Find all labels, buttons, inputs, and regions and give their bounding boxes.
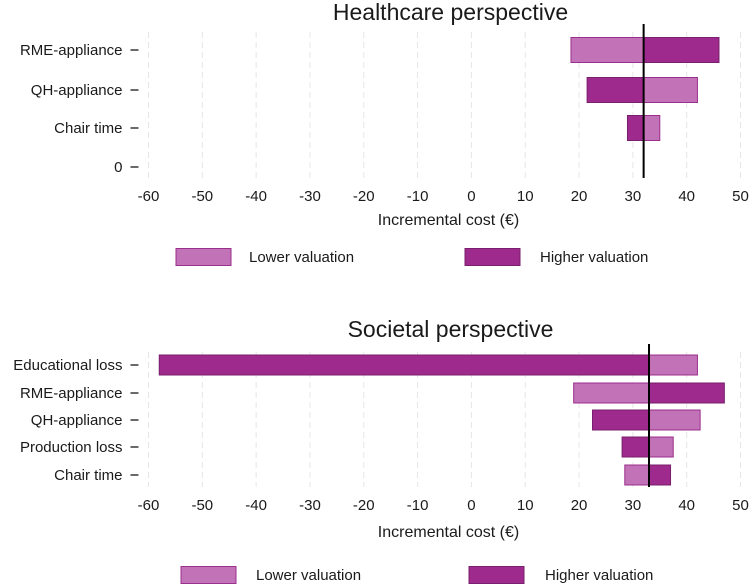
legend-swatch-lower <box>175 248 232 266</box>
bar-lower-valuation <box>624 464 650 486</box>
bar-lower-valuation <box>570 37 645 63</box>
x-tick-label: -60 <box>138 497 160 514</box>
category-label: Chair time <box>54 467 122 484</box>
bar-higher-valuation <box>643 37 720 63</box>
bar-higher-valuation <box>586 77 645 103</box>
bar-lower-valuation <box>643 77 698 103</box>
bar-higher-valuation <box>592 409 650 431</box>
category-label: RME-appliance <box>20 42 123 59</box>
legend-label: Lower valuation <box>256 567 361 584</box>
x-tick-label: 20 <box>571 497 588 514</box>
bar-higher-valuation <box>621 436 650 458</box>
category-label: RME-appliance <box>20 385 123 402</box>
chart-title: Societal perspective <box>348 316 554 342</box>
x-tick-label: 40 <box>678 497 695 514</box>
x-tick-label: 30 <box>625 497 642 514</box>
x-tick-label: -40 <box>245 188 267 205</box>
x-tick-label: -20 <box>353 497 375 514</box>
x-tick-label: -30 <box>299 188 321 205</box>
x-tick-label: 20 <box>571 188 588 205</box>
bar-lower-valuation <box>648 436 674 458</box>
panel-0 <box>130 24 741 266</box>
x-tick-label: -10 <box>407 188 429 205</box>
bar-lower-valuation <box>648 409 701 431</box>
x-tick-label: -40 <box>245 497 267 514</box>
x-axis-label: Incremental cost (€) <box>378 524 519 541</box>
x-tick-label: 10 <box>517 497 534 514</box>
category-label: Production loss <box>20 439 123 456</box>
bar-higher-valuation <box>158 354 650 376</box>
bar-higher-valuation <box>626 115 645 141</box>
x-tick-label: 10 <box>517 188 534 205</box>
x-tick-label: 50 <box>732 188 749 205</box>
x-tick-label: -20 <box>353 188 375 205</box>
x-tick-label: -50 <box>191 188 213 205</box>
legend-swatch-higher <box>468 566 525 584</box>
bar-lower-valuation <box>648 354 698 376</box>
legend-swatch-lower <box>180 566 237 584</box>
legend-label: Higher valuation <box>545 567 653 584</box>
category-label: QH-appliance <box>31 82 123 99</box>
x-tick-label: 30 <box>625 188 642 205</box>
chart-title: Healthcare perspective <box>333 0 568 25</box>
category-label: 0 <box>114 159 122 176</box>
legend-label: Higher valuation <box>540 249 648 266</box>
panel-1 <box>130 344 741 584</box>
bar-higher-valuation <box>648 464 672 486</box>
bar-lower-valuation <box>573 382 650 404</box>
category-label: Chair time <box>54 120 122 137</box>
x-tick-label: -60 <box>138 188 160 205</box>
x-tick-label: -50 <box>191 497 213 514</box>
legend-label: Lower valuation <box>249 249 354 266</box>
x-tick-label: 0 <box>467 188 475 205</box>
legend-swatch-higher <box>464 248 521 266</box>
x-tick-label: -30 <box>299 497 321 514</box>
bar-lower-valuation <box>643 115 661 141</box>
category-label: QH-appliance <box>31 412 123 429</box>
x-tick-label: 40 <box>678 188 695 205</box>
x-tick-label: 0 <box>467 497 475 514</box>
x-tick-label: 50 <box>732 497 749 514</box>
x-tick-label: -10 <box>407 497 429 514</box>
bar-higher-valuation <box>648 382 725 404</box>
category-label: Educational loss <box>13 357 122 374</box>
x-axis-label: Incremental cost (€) <box>378 212 519 229</box>
